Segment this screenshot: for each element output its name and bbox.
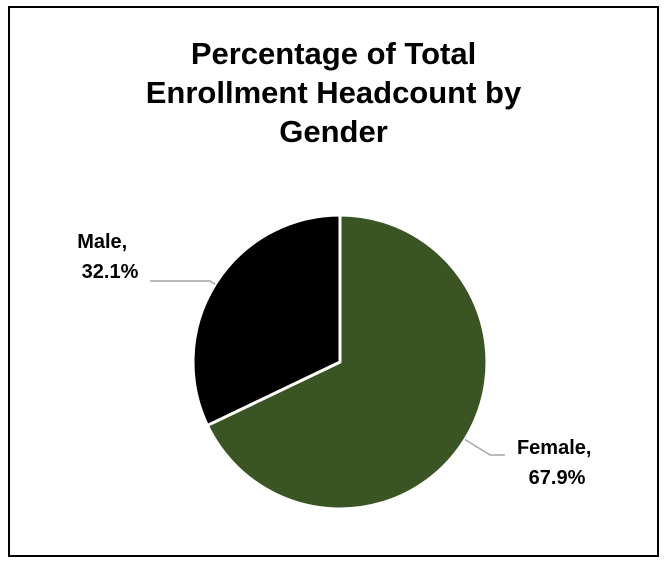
data-label-female-name: Female,: [517, 437, 591, 459]
chart-title-line-1: Percentage of Total: [190, 36, 477, 71]
data-label-female-value: 67.9%: [529, 467, 586, 489]
leader-lines: [150, 280, 505, 456]
data-label-female: Female, 67.9%: [517, 437, 597, 489]
pie-slice-female: [205, 213, 489, 511]
data-label-male-value: 32.1%: [82, 261, 139, 283]
chart-title: Percentage of Total Enrollment Headcount…: [10, 34, 657, 151]
leader-line-male: [150, 280, 216, 285]
chart-title-line-2: Enrollment Headcount by: [145, 75, 522, 110]
leader-line-female: [464, 438, 505, 456]
pie-slice-male: [191, 213, 342, 427]
data-label-male-name: Male,: [77, 231, 127, 253]
data-label-male: Male, 32.1%: [77, 231, 138, 283]
chart-title-line-3: Gender: [279, 114, 388, 149]
pie-slices: [191, 213, 489, 511]
